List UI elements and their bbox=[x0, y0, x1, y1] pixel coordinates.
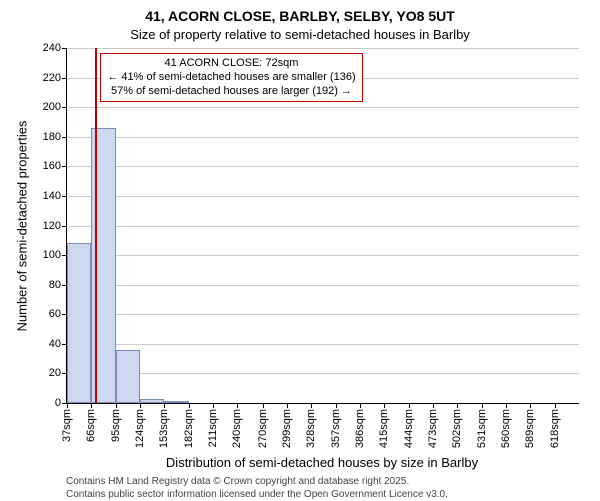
y-axis-label: Number of semi-detached properties bbox=[15, 120, 30, 331]
xtick-label: 124sqm bbox=[134, 409, 146, 448]
x-axis-label: Distribution of semi-detached houses by … bbox=[66, 455, 578, 470]
gridline bbox=[67, 314, 579, 315]
xtick-mark bbox=[360, 403, 361, 408]
xtick-label: 444sqm bbox=[403, 409, 415, 448]
xtick-label: 182sqm bbox=[183, 409, 195, 448]
xtick-mark bbox=[433, 403, 434, 408]
xtick-mark bbox=[140, 403, 141, 408]
ytick-mark bbox=[62, 107, 67, 108]
xtick-label: 589sqm bbox=[524, 409, 536, 448]
ytick-label: 80 bbox=[49, 279, 61, 291]
gridline bbox=[67, 226, 579, 227]
gridline bbox=[67, 137, 579, 138]
histogram-bar bbox=[67, 243, 91, 403]
xtick-mark bbox=[287, 403, 288, 408]
xtick-label: 66sqm bbox=[85, 409, 97, 442]
ytick-label: 220 bbox=[43, 72, 61, 84]
xtick-mark bbox=[164, 403, 165, 408]
xtick-label: 415sqm bbox=[378, 409, 390, 448]
ytick-mark bbox=[62, 166, 67, 167]
xtick-mark bbox=[457, 403, 458, 408]
xtick-mark bbox=[530, 403, 531, 408]
xtick-mark bbox=[116, 403, 117, 408]
ytick-label: 40 bbox=[49, 338, 61, 350]
ytick-label: 20 bbox=[49, 367, 61, 379]
ytick-label: 180 bbox=[43, 131, 61, 143]
xtick-mark bbox=[213, 403, 214, 408]
credits-text: Contains HM Land Registry data © Crown c… bbox=[66, 475, 448, 501]
xtick-mark bbox=[336, 403, 337, 408]
gridline bbox=[67, 255, 579, 256]
xtick-label: 270sqm bbox=[257, 409, 269, 448]
xtick-mark bbox=[263, 403, 264, 408]
annotation-line-3: 57% of semi-detached houses are larger (… bbox=[107, 85, 355, 99]
gridline bbox=[67, 373, 579, 374]
xtick-label: 357sqm bbox=[330, 409, 342, 448]
reference-line bbox=[95, 48, 97, 403]
histogram-bar bbox=[164, 401, 188, 403]
xtick-mark bbox=[506, 403, 507, 408]
xtick-label: 153sqm bbox=[158, 409, 170, 448]
annotation-box: 41 ACORN CLOSE: 72sqm← 41% of semi-detac… bbox=[100, 53, 362, 102]
ytick-label: 100 bbox=[43, 249, 61, 261]
xtick-mark bbox=[67, 403, 68, 408]
xtick-mark bbox=[482, 403, 483, 408]
ytick-label: 160 bbox=[43, 160, 61, 172]
ytick-label: 140 bbox=[43, 190, 61, 202]
ytick-mark bbox=[62, 78, 67, 79]
xtick-mark bbox=[189, 403, 190, 408]
ytick-mark bbox=[62, 226, 67, 227]
xtick-mark bbox=[555, 403, 556, 408]
xtick-label: 211sqm bbox=[207, 409, 219, 447]
histogram-bar bbox=[140, 399, 164, 403]
xtick-label: 95sqm bbox=[110, 409, 122, 442]
ytick-label: 120 bbox=[43, 220, 61, 232]
xtick-label: 618sqm bbox=[549, 409, 561, 448]
xtick-mark bbox=[91, 403, 92, 408]
ytick-label: 60 bbox=[49, 308, 61, 320]
gridline bbox=[67, 166, 579, 167]
ytick-label: 240 bbox=[43, 42, 61, 54]
ytick-mark bbox=[62, 48, 67, 49]
histogram-bar bbox=[116, 350, 140, 403]
gridline bbox=[67, 48, 579, 49]
annotation-line-1: 41 ACORN CLOSE: 72sqm bbox=[107, 57, 355, 71]
xtick-mark bbox=[409, 403, 410, 408]
ytick-label: 200 bbox=[43, 101, 61, 113]
xtick-label: 37sqm bbox=[61, 409, 73, 442]
annotation-line-2: ← 41% of semi-detached houses are smalle… bbox=[107, 71, 355, 85]
ytick-mark bbox=[62, 137, 67, 138]
plot-area: 02040608010012014016018020022024037sqm66… bbox=[66, 48, 579, 404]
figure: 41, ACORN CLOSE, BARLBY, SELBY, YO8 5UT … bbox=[0, 0, 600, 500]
xtick-label: 560sqm bbox=[500, 409, 512, 448]
gridline bbox=[67, 107, 579, 108]
credits-line-2: Contains public sector information licen… bbox=[66, 489, 448, 500]
xtick-label: 531sqm bbox=[476, 409, 488, 448]
xtick-label: 473sqm bbox=[427, 409, 439, 448]
gridline bbox=[67, 196, 579, 197]
xtick-label: 386sqm bbox=[354, 409, 366, 448]
xtick-label: 240sqm bbox=[231, 409, 243, 448]
xtick-label: 328sqm bbox=[305, 409, 317, 448]
credits-line-1: Contains HM Land Registry data © Crown c… bbox=[66, 476, 409, 487]
xtick-label: 502sqm bbox=[451, 409, 463, 448]
ytick-mark bbox=[62, 196, 67, 197]
gridline bbox=[67, 285, 579, 286]
ytick-label: 0 bbox=[55, 397, 61, 409]
chart-subtitle: Size of property relative to semi-detach… bbox=[0, 27, 600, 42]
xtick-label: 299sqm bbox=[281, 409, 293, 448]
xtick-mark bbox=[237, 403, 238, 408]
chart-title: 41, ACORN CLOSE, BARLBY, SELBY, YO8 5UT bbox=[0, 8, 600, 24]
gridline bbox=[67, 344, 579, 345]
xtick-mark bbox=[384, 403, 385, 408]
xtick-mark bbox=[311, 403, 312, 408]
